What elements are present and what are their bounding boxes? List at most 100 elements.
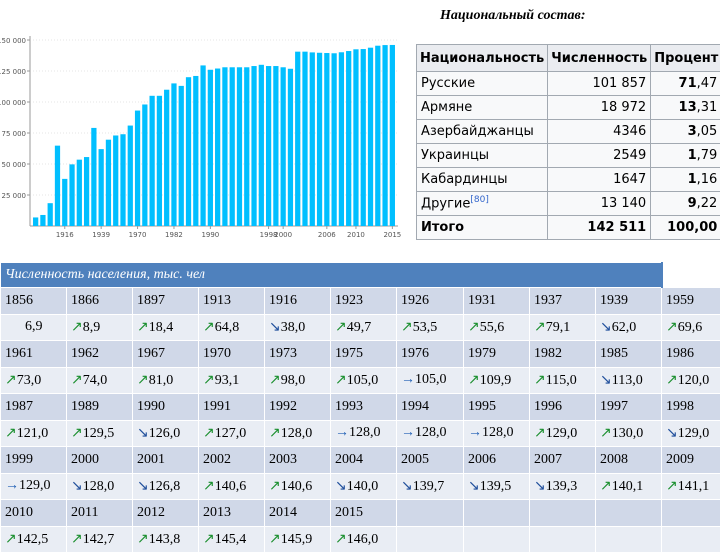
citation-ref[interactable]: [80] — [470, 195, 488, 205]
year-cell: 2006 — [464, 447, 530, 474]
population-value-cell: →128,0 — [397, 420, 464, 447]
trend-down-icon: ↘ — [600, 320, 612, 335]
year-cell: 2007 — [530, 447, 596, 474]
value-row: ↗142,5↗142,7↗143,8↗145,4↗145,9↗146,0 — [1, 526, 720, 553]
nationality-percent: 3,05 — [651, 120, 720, 144]
trend-up-icon: ↗ — [269, 479, 281, 494]
population-value-cell: ↗129,5 — [67, 420, 133, 447]
nationality-name: Русские — [417, 72, 548, 96]
population-value-cell: ↗8,9 — [67, 314, 133, 341]
year-cell: 2015 — [331, 500, 397, 527]
year-cell: 2009 — [662, 447, 720, 474]
population-value-cell: ↗55,6 — [464, 314, 530, 341]
x-tick-label: 2000 — [274, 231, 292, 239]
bar — [113, 135, 118, 226]
bar — [179, 86, 184, 226]
year-cell: 1937 — [530, 288, 596, 315]
year-cell: 1998 — [662, 394, 720, 421]
nationality-percent: 9,22 — [651, 192, 720, 216]
population-value-cell: ↗141,1 — [662, 473, 720, 500]
population-value-cell: ↗81,0 — [133, 367, 199, 394]
population-value: 121,0 — [17, 426, 49, 441]
population-value-cell: ↗18,4 — [133, 314, 199, 341]
trend-down-icon: ↘ — [269, 320, 281, 335]
population-value: 127,0 — [215, 426, 247, 441]
population-value-cell: ↘126,8 — [133, 473, 199, 500]
year-cell: 2002 — [199, 447, 265, 474]
trend-up-icon: ↗ — [137, 532, 149, 547]
trend-down-icon: ↘ — [534, 479, 546, 494]
bar — [84, 157, 89, 226]
caption-corner — [662, 263, 720, 288]
year-cell: 1962 — [67, 341, 133, 368]
year-cell: 1997 — [596, 394, 662, 421]
population-value-cell: ↗109,9 — [464, 367, 530, 394]
bar — [273, 66, 278, 226]
trend-up-icon: ↗ — [468, 373, 480, 388]
trend-up-icon: ↗ — [269, 426, 281, 441]
population-value-cell: ↗79,1 — [530, 314, 596, 341]
population-value: 140,0 — [347, 479, 379, 494]
trend-up-icon: ↗ — [401, 320, 413, 335]
trend-flat-icon: → — [401, 425, 415, 440]
year-cell: 1959 — [662, 288, 720, 315]
bar — [91, 128, 96, 226]
bar — [55, 146, 60, 226]
year-cell: 1995 — [464, 394, 530, 421]
bar — [62, 179, 67, 226]
bar — [382, 45, 387, 226]
empty-cell — [662, 526, 720, 553]
year-cell: 1856 — [1, 288, 67, 315]
bar — [106, 140, 111, 226]
population-value: 143,8 — [149, 532, 181, 547]
trend-down-icon: ↘ — [600, 373, 612, 388]
trend-up-icon: ↗ — [71, 320, 83, 335]
population-value: 129,0 — [19, 478, 51, 493]
empty-cell — [464, 526, 530, 553]
bar — [157, 96, 162, 226]
y-tick-label: 25 000 — [2, 192, 27, 200]
year-cell: 1991 — [199, 394, 265, 421]
trend-up-icon: ↗ — [5, 426, 17, 441]
bar — [288, 69, 293, 226]
x-tick-label: 1916 — [56, 231, 74, 239]
y-tick-label: 125 000 — [0, 68, 26, 76]
population-value-cell: ↗115,0 — [530, 367, 596, 394]
trend-flat-icon: → — [5, 478, 19, 493]
population-value: 55,6 — [480, 320, 505, 335]
year-cell: 1913 — [199, 288, 265, 315]
population-value-cell: ↘139,7 — [397, 473, 464, 500]
population-caption: Численность населения, тыс. чел — [1, 263, 662, 288]
year-cell: 1996 — [530, 394, 596, 421]
trend-up-icon: ↗ — [71, 426, 83, 441]
value-row: ↗73,0↗74,0↗81,0↗93,1↗98,0↗105,0→105,0↗10… — [1, 367, 720, 394]
population-value: 113,0 — [612, 373, 643, 388]
year-cell: 2001 — [133, 447, 199, 474]
population-value-cell: ↗120,0 — [662, 367, 720, 394]
x-tick-label: 2006 — [318, 231, 336, 239]
year-cell: 1923 — [331, 288, 397, 315]
trend-up-icon: ↗ — [666, 320, 678, 335]
population-value: 105,0 — [347, 373, 379, 388]
x-tick-label: 1970 — [129, 231, 147, 239]
population-value-cell: ↗140,6 — [199, 473, 265, 500]
year-cell: 1994 — [397, 394, 464, 421]
bar — [331, 53, 336, 226]
population-value: 128,0 — [281, 426, 313, 441]
population-value: 128,0 — [415, 425, 447, 440]
population-value-cell: →129,0 — [1, 473, 67, 500]
population-caption-row: Численность населения, тыс. чел — [1, 263, 720, 288]
nationality-count: 2549 — [548, 144, 651, 168]
population-value: 126,0 — [149, 426, 181, 441]
empty-cell — [464, 500, 530, 527]
population-value: 145,4 — [215, 532, 247, 547]
trend-up-icon: ↗ — [468, 320, 480, 335]
nationality-count: 1647 — [548, 168, 651, 192]
bar — [135, 111, 140, 226]
trend-down-icon: ↘ — [666, 426, 678, 441]
total-count: 142 511 — [548, 216, 651, 240]
